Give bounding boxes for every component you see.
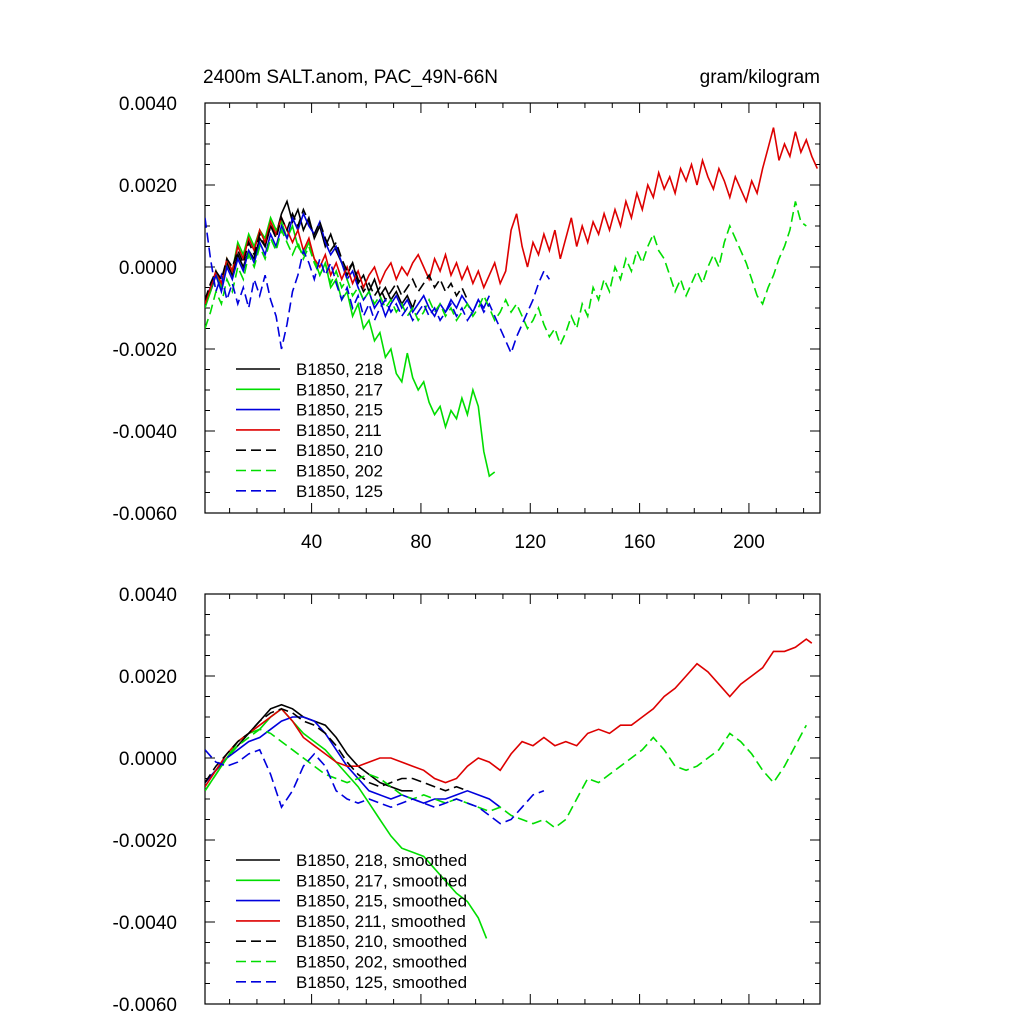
legend-entry: B1850, 218, smoothed bbox=[296, 851, 467, 870]
legend-entry: B1850, 202, smoothed bbox=[296, 953, 467, 972]
y-tick-label: 0.0000 bbox=[119, 258, 177, 279]
legend-entry: B1850, 215 bbox=[296, 401, 383, 420]
y-tick-label: 0.0000 bbox=[119, 749, 177, 770]
legend-entry: B1850, 210 bbox=[296, 441, 383, 460]
y-tick-label: 0.0040 bbox=[119, 585, 177, 606]
x-tick-label: 160 bbox=[624, 532, 656, 553]
series-line-1 bbox=[205, 707, 488, 939]
y-tick-label: 0.0040 bbox=[119, 94, 177, 115]
legend-entry: B1850, 125 bbox=[296, 482, 383, 501]
x-tick-label: 200 bbox=[733, 532, 765, 553]
y-tick-label: 0.0020 bbox=[119, 176, 177, 197]
x-tick-label: 120 bbox=[514, 532, 546, 553]
series-line-6 bbox=[205, 217, 551, 356]
series-group bbox=[205, 638, 813, 939]
legend-entry: B1850, 211, smoothed bbox=[296, 912, 466, 931]
y-tick-label: -0.0020 bbox=[113, 340, 177, 361]
series-group bbox=[205, 127, 819, 478]
legend-entry: B1850, 202 bbox=[296, 462, 383, 481]
series-line-4 bbox=[205, 707, 468, 792]
series-line-3 bbox=[205, 127, 819, 305]
bottom-panel: 40801201602000.00400.00200.0000-0.0020-0… bbox=[113, 585, 821, 1024]
series-line-3 bbox=[205, 638, 813, 788]
y-tick-label: -0.0060 bbox=[113, 504, 177, 525]
top-panel: 40 80 120 160 200 0.0040 0.0020 0.0000 -0.0020 -0… bbox=[113, 67, 821, 553]
y-tick-label: -0.0040 bbox=[113, 422, 177, 443]
y-tick-label: -0.0060 bbox=[113, 995, 177, 1016]
y-tick-label: -0.0020 bbox=[113, 831, 177, 852]
x-tick-label: 40 bbox=[301, 532, 322, 553]
y-tick-label: -0.0040 bbox=[113, 913, 177, 934]
units-label: gram/kilogram bbox=[700, 67, 820, 88]
series-line-1 bbox=[205, 215, 496, 478]
legend-entry: B1850, 217 bbox=[296, 380, 383, 399]
chart-title: 2400m SALT.anom, PAC_49N-66N bbox=[203, 67, 498, 88]
series-line-4 bbox=[205, 207, 469, 302]
legend-entry: B1850, 210, smoothed bbox=[296, 932, 467, 951]
legend-entry: B1850, 215, smoothed bbox=[296, 892, 467, 911]
x-tick-label: 80 bbox=[410, 532, 431, 553]
series-line-5 bbox=[205, 724, 808, 829]
legend-entry: B1850, 218 bbox=[296, 360, 383, 379]
series-line-6 bbox=[205, 748, 545, 825]
series-line-2 bbox=[205, 716, 501, 808]
legend-entry: B1850, 211 bbox=[296, 421, 382, 440]
legend-entry: B1850, 217, smoothed bbox=[296, 871, 467, 890]
legend-entry: B1850, 125, smoothed bbox=[296, 973, 467, 992]
y-tick-label: 0.0020 bbox=[119, 667, 177, 688]
